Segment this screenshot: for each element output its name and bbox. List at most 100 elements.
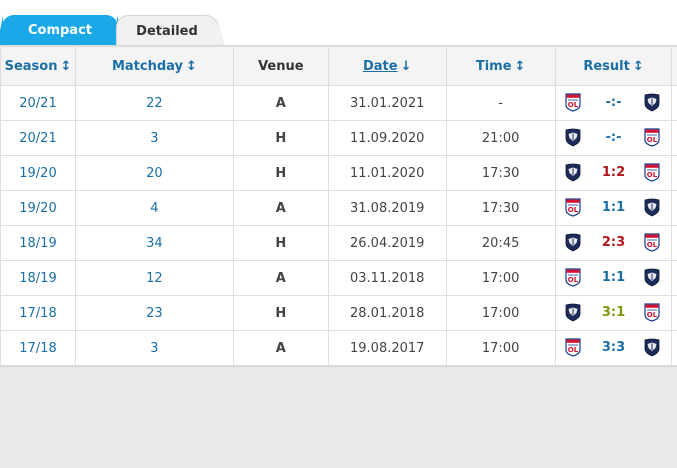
bordeaux-crest-icon[interactable] [644,338,660,357]
table-row: 17/18 3 A 19.08.2017 17:00 OL 3:3 [0,330,677,366]
svg-text:OL: OL [647,241,658,249]
column-header-date[interactable]: Date ↓ [327,46,447,86]
olympique-lyon-crest-icon[interactable]: OL [644,303,661,322]
bordeaux-crest-icon[interactable] [644,198,660,217]
bordeaux-crest-icon[interactable] [565,128,581,147]
score-link[interactable]: 2:3 [601,235,626,250]
score-link[interactable]: -:- [605,95,622,110]
score-link[interactable]: 3:1 [601,305,626,320]
olympique-lyon-crest-icon[interactable]: OL [564,93,581,112]
overflow-cell [671,120,677,156]
olympique-lyon-crest-icon[interactable]: OL [564,198,581,217]
sort-arrows-icon: ↕ [185,58,197,74]
bordeaux-crest-icon[interactable] [644,93,660,112]
score-link[interactable]: 1:1 [601,270,626,285]
tab-compact[interactable]: Compact [0,15,125,46]
table-header-row: Season ↕ Matchday ↕ Venue Date ↓ Time ↕ Resu… [0,46,677,86]
column-header-season[interactable]: Season ↕ [0,46,76,86]
bordeaux-crest-icon[interactable] [565,233,581,252]
season-link[interactable]: 18/19 [0,225,76,261]
season-link[interactable]: 20/21 [0,85,76,121]
column-label-season: Season [4,58,58,74]
result-cell[interactable]: OL 1:1 [554,260,673,296]
svg-text:OL: OL [567,346,578,354]
bordeaux-crest-icon[interactable] [644,268,660,287]
olympique-lyon-crest-icon[interactable]: OL [564,268,581,287]
result-cell[interactable]: OL 1:1 [554,190,673,226]
olympique-lyon-crest-icon[interactable]: OL [644,128,661,147]
table-row: 20/21 3 H 11.09.2020 21:00 -:- OL [0,120,677,156]
score-link[interactable]: 1:2 [601,165,626,180]
result-container: -:- OL [556,121,672,155]
svg-text:OL: OL [567,101,578,109]
time-cell: 20:45 [445,225,556,261]
matchday-link[interactable]: 3 [74,120,234,156]
result-container: OL -:- [556,86,672,120]
time-cell: 21:00 [445,120,556,156]
season-link[interactable]: 17/18 [0,330,76,366]
result-container: 3:1 OL [556,296,672,330]
date-cell: 28.01.2018 [327,295,447,331]
sort-arrows-icon: ↕ [60,58,72,74]
sort-down-arrow-icon: ↓ [400,58,412,74]
time-cell: 17:30 [445,155,556,191]
date-cell: 31.01.2021 [327,85,447,121]
bordeaux-crest-icon[interactable] [565,303,581,322]
matchday-link[interactable]: 22 [74,85,234,121]
result-cell[interactable]: OL -:- [554,85,673,121]
date-cell: 19.08.2017 [327,330,447,366]
matchday-link[interactable]: 34 [74,225,234,261]
season-link[interactable]: 19/20 [0,155,76,191]
svg-text:OL: OL [567,276,578,284]
result-cell[interactable]: 1:2 OL [554,155,673,191]
matchday-link[interactable]: 4 [74,190,234,226]
matches-panel: Compact Detailed Season ↕ Matchday ↕ Venue… [0,0,677,367]
table-row: 17/18 23 H 28.01.2018 17:00 3:1 OL [0,295,677,331]
svg-text:OL: OL [647,136,658,144]
bordeaux-crest-icon[interactable] [565,163,581,182]
column-header-time[interactable]: Time ↕ [445,46,556,86]
season-link[interactable]: 20/21 [0,120,76,156]
season-link[interactable]: 19/20 [0,190,76,226]
column-header-matchday[interactable]: Matchday ↕ [74,46,234,86]
overflow-cell [671,155,677,191]
result-container: OL 3:3 [556,331,672,365]
column-header-overflow [671,46,677,86]
result-container: 2:3 OL [556,226,672,260]
table-row: 20/21 22 A 31.01.2021 - OL -:- [0,85,677,121]
result-container: 1:2 OL [556,156,672,190]
result-cell[interactable]: 3:1 OL [554,295,673,331]
matchday-link[interactable]: 12 [74,260,234,296]
result-cell[interactable]: OL 3:3 [554,330,673,366]
olympique-lyon-crest-icon[interactable]: OL [644,233,661,252]
column-header-result[interactable]: Result ↕ [554,46,673,86]
olympique-lyon-crest-icon[interactable]: OL [644,163,661,182]
column-label-result: Result [583,58,630,74]
matchday-link[interactable]: 23 [74,295,234,331]
time-cell: - [445,85,556,121]
table-row: 18/19 34 H 26.04.2019 20:45 2:3 OL [0,225,677,261]
score-link[interactable]: -:- [605,130,622,145]
tab-detailed[interactable]: Detailed [116,15,225,46]
svg-text:OL: OL [647,171,658,179]
season-link[interactable]: 17/18 [0,295,76,331]
overflow-cell [671,85,677,121]
result-container: OL 1:1 [556,191,672,225]
result-cell[interactable]: 2:3 OL [554,225,673,261]
column-label-matchday: Matchday [111,58,183,74]
column-header-venue: Venue [232,46,329,86]
sort-arrows-icon: ↕ [632,58,644,74]
score-link[interactable]: 1:1 [601,200,626,215]
overflow-cell [671,225,677,261]
view-tabs: Compact Detailed [0,0,677,46]
venue-cell: A [232,85,329,121]
season-link[interactable]: 18/19 [0,260,76,296]
result-cell[interactable]: -:- OL [554,120,673,156]
olympique-lyon-crest-icon[interactable]: OL [564,338,581,357]
score-link[interactable]: 3:3 [601,340,626,355]
matchday-link[interactable]: 3 [74,330,234,366]
matchday-link[interactable]: 20 [74,155,234,191]
column-label-date: Date [362,58,398,74]
overflow-cell [671,295,677,331]
table-row: 19/20 20 H 11.01.2020 17:30 1:2 OL [0,155,677,191]
